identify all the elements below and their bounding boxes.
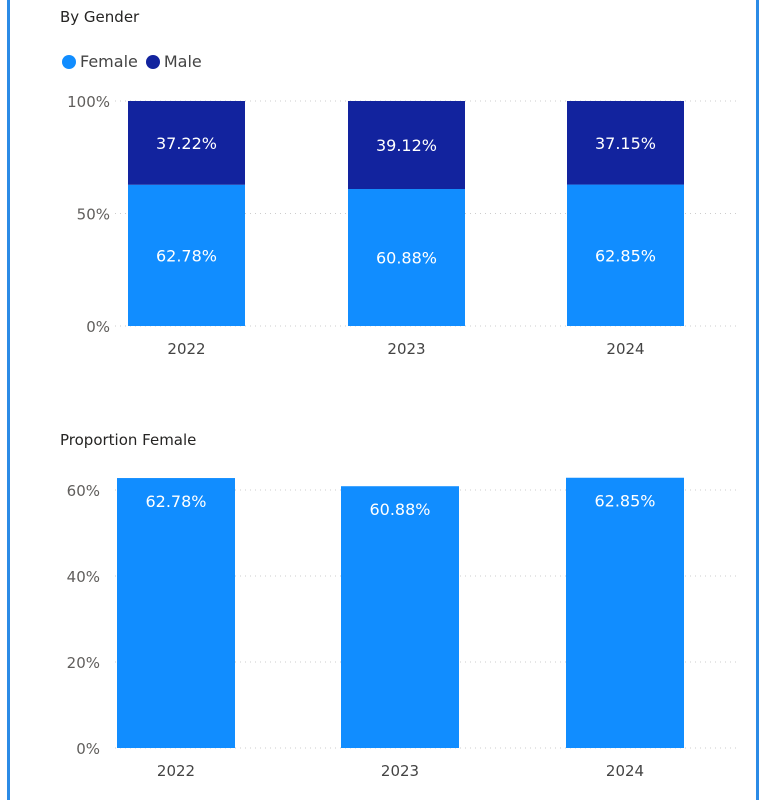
chart-title-proportion-female: Proportion Female [60, 431, 197, 449]
bar-female-2022 [128, 184, 245, 326]
left-border [7, 0, 10, 800]
legend: Female Male [62, 52, 202, 71]
bar-2022 [117, 478, 235, 748]
bar-female-2024 [567, 184, 684, 326]
bar-male-2023 [348, 101, 465, 190]
y-tick-label: 20% [67, 654, 100, 672]
data-label: 62.85% [594, 492, 655, 511]
data-label-female: 62.85% [595, 246, 656, 265]
y-tick-label: 0% [76, 740, 100, 758]
data-label-male: 37.15% [595, 134, 656, 153]
x-tick-label: 2024 [606, 762, 644, 780]
data-label-female: 62.78% [156, 246, 217, 265]
data-label-male: 39.12% [376, 136, 437, 155]
bar-2023 [341, 486, 459, 748]
right-border [756, 0, 759, 800]
bar-2024 [566, 477, 684, 748]
bar-male-2022 [128, 101, 245, 185]
y-tick-label: 50% [77, 206, 110, 224]
data-label: 62.78% [145, 492, 206, 511]
x-tick-label: 2023 [381, 762, 419, 780]
legend-male-marker [145, 54, 160, 69]
x-tick-label: 2022 [157, 762, 195, 780]
y-tick-label: 100% [67, 93, 110, 111]
legend-male-label[interactable]: Male [163, 52, 202, 71]
chart-title-by-gender: By Gender [60, 8, 140, 26]
bar-male-2024 [567, 101, 684, 185]
bar-female-2023 [348, 189, 465, 326]
y-tick-label: 60% [67, 482, 100, 500]
legend-female-marker [62, 54, 76, 69]
data-label-male: 37.22% [156, 134, 217, 153]
data-label-female: 60.88% [376, 249, 437, 268]
data-label: 60.88% [369, 500, 430, 519]
y-tick-label: 40% [67, 568, 100, 586]
x-tick-label: 2023 [387, 340, 425, 358]
x-tick-label: 2022 [167, 340, 205, 358]
legend-female-label[interactable]: Female [80, 52, 138, 71]
y-tick-label: 0% [86, 318, 110, 336]
x-tick-label: 2024 [606, 340, 644, 358]
